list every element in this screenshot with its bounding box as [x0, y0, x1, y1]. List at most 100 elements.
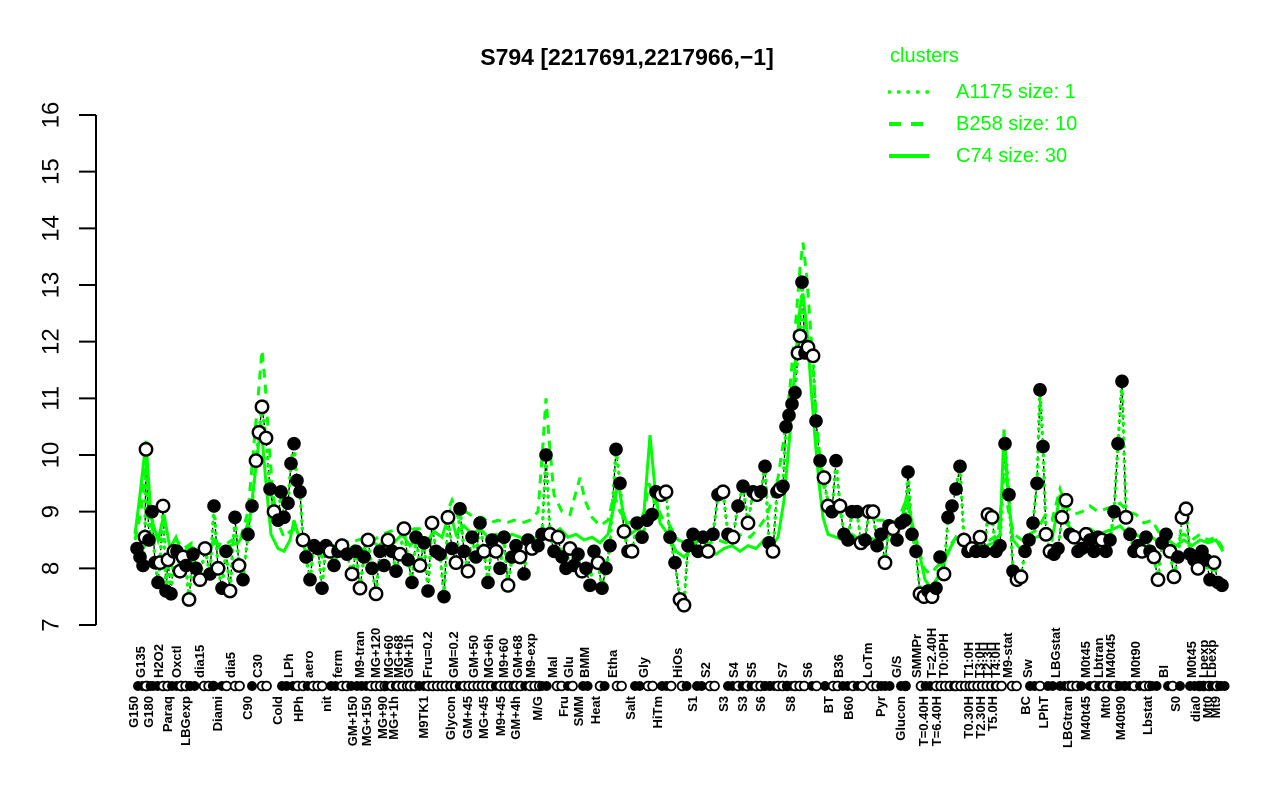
x-axis-label-bottom: Salt [623, 695, 638, 720]
data-point-filled [315, 581, 329, 595]
data-point-open [440, 509, 456, 525]
data-point-open [624, 543, 640, 559]
x-axis-label-top: S4 [726, 661, 741, 678]
data-point-filled [706, 527, 720, 542]
data-point-filled [813, 453, 827, 468]
data-point-filled [929, 581, 943, 595]
data-point-filled [164, 587, 178, 601]
x-axis-label-bottom: Paraq [160, 696, 175, 732]
data-point-filled [1099, 544, 1113, 559]
x-axis-label-top: M9+60 [496, 638, 511, 678]
data-point-filled [405, 575, 419, 590]
data-point-filled [473, 516, 487, 530]
strip-marker-filled [599, 681, 610, 691]
x-axis-label-top: GM+50 [466, 635, 481, 678]
strip-marker-open [665, 680, 677, 692]
x-axis-label-top: M0t45 [1078, 641, 1093, 678]
strip-marker-open [616, 680, 627, 692]
x-axis-label-bottom: S0 [1168, 696, 1183, 712]
data-point-open [816, 470, 832, 486]
strip-marker-open [316, 680, 328, 692]
x-axis-label-top: LoTm [860, 643, 875, 678]
dotted-line-icon [888, 90, 930, 94]
strip-marker-open [234, 680, 245, 692]
strip-marker-filled [884, 681, 895, 691]
data-point-open [254, 399, 270, 415]
data-point-open [476, 543, 492, 559]
data-point-filled [509, 538, 523, 553]
data-point-filled [136, 558, 150, 573]
data-point-open [984, 509, 1000, 525]
x-axis-label-top: MG+60 [381, 635, 396, 678]
x-axis-label-bottom: S3 [716, 696, 731, 712]
x-axis-label-bottom: M9+45 [493, 696, 508, 736]
x-axis-label-bottom: LPhT [1036, 696, 1051, 729]
x-axis-label-top: dia5 [223, 652, 238, 678]
data-point-open [805, 348, 821, 364]
legend-heading: clusters [890, 45, 959, 67]
y-axis-tick-label: 10 [37, 442, 64, 469]
data-point-filled [377, 558, 391, 573]
x-axis-label-top: BMM [577, 647, 592, 678]
data-point-filled [417, 536, 431, 550]
data-point-open [424, 515, 440, 531]
x-axis-label-top: M9-exp [523, 633, 538, 678]
strip-marker-filled [634, 681, 645, 691]
data-point-filled [898, 513, 912, 527]
x-axis-label-bottom: BT [821, 696, 836, 713]
x-axis-label-top: T2:3H [980, 642, 995, 678]
data-point-open [832, 498, 848, 514]
strip-marker-filled [209, 681, 219, 691]
data-point-open [1066, 529, 1082, 545]
strip-marker-filled [541, 681, 552, 691]
data-point-filled [485, 533, 499, 547]
strip-marker-filled [1219, 681, 1230, 691]
x-axis-label-top: MG+68 [391, 635, 406, 678]
plot-title: S794 [2217691,2217966,−1] [480, 44, 774, 70]
data-point-filled [645, 507, 659, 522]
x-axis-label-top: MG+6h [481, 634, 496, 678]
strip-marker-filled [1076, 681, 1087, 691]
x-axis-label-bottom: Lbstat [1140, 695, 1155, 735]
x-axis-label-top: Fru=0.2 [420, 631, 435, 678]
x-axis-label-bottom: T2.30H [973, 696, 988, 739]
data-point-filled [890, 533, 904, 547]
x-axis-label-top: M0t45 [1184, 641, 1199, 678]
data-point-filled [186, 547, 200, 561]
data-point-open [676, 597, 692, 613]
y-axis-tick-label: 16 [37, 102, 64, 129]
x-axis-label-bottom: GM+150 [345, 696, 360, 746]
x-axis-label-bottom: Mt9 [1208, 696, 1223, 718]
x-axis-label-top: GM=0.2 [446, 631, 461, 678]
data-point-filled [219, 544, 233, 559]
x-axis-label-bottom: MG+150 [359, 696, 374, 746]
x-axis-label-bottom: HPh [291, 696, 306, 722]
data-point-open [1054, 509, 1070, 525]
data-point-filled [858, 533, 872, 547]
data-point-open [295, 532, 311, 548]
data-point-filled [1075, 541, 1089, 556]
legend: clusters A1175 size: 1 B258 size: 10 C74… [888, 45, 1077, 172]
y-axis-tick-label: 8 [37, 562, 64, 575]
data-point-filled [1215, 578, 1229, 593]
data-point-filled [587, 544, 601, 559]
x-axis-label-bottom: Diami [210, 696, 225, 731]
data-point-filled [1051, 541, 1065, 556]
x-axis-label-bottom: M40t90 [1113, 696, 1128, 740]
data-point-filled [731, 499, 745, 513]
data-point-filled [949, 482, 963, 496]
data-point-filled [776, 479, 790, 493]
x-axis-label-bottom: Mt0 [1098, 696, 1113, 718]
x-axis-label-top: G/S [889, 655, 904, 678]
data-point-open [1178, 501, 1194, 517]
data-point-filled [373, 544, 387, 559]
legend-label: C74 size: 30 [956, 144, 1068, 167]
x-axis-label-bottom: B60 [841, 696, 856, 720]
x-axis-label-bottom: GM+4h [508, 696, 523, 740]
data-point-open [138, 441, 154, 457]
strip-marker-filled [1151, 681, 1162, 691]
data-point-open [181, 592, 197, 607]
x-axis-label-top: M40t45 [1103, 634, 1118, 678]
data-point-filled [998, 436, 1012, 451]
data-point-open [197, 541, 213, 556]
